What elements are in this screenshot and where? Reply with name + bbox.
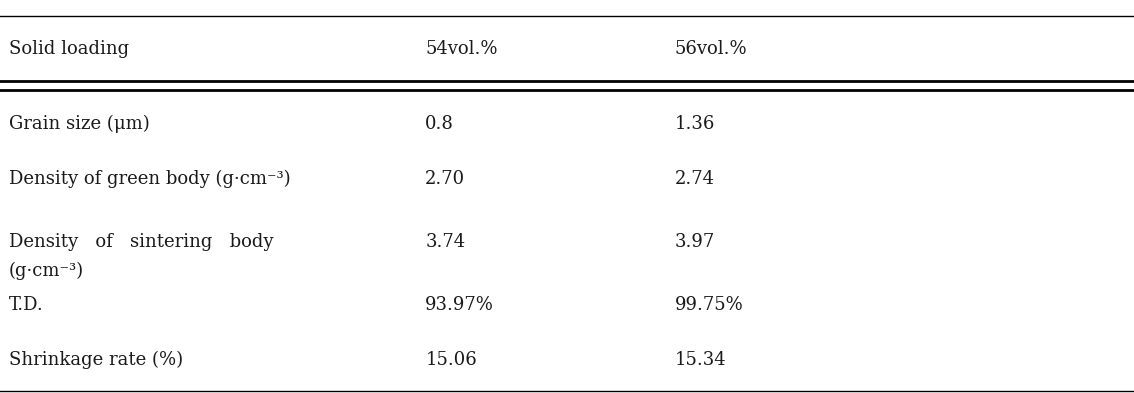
Text: 93.97%: 93.97% [425,296,494,314]
Text: 0.8: 0.8 [425,115,454,133]
Text: Shrinkage rate (%): Shrinkage rate (%) [9,351,184,369]
Text: Solid loading: Solid loading [9,40,129,58]
Text: 15.34: 15.34 [675,351,727,369]
Text: 99.75%: 99.75% [675,296,744,314]
Text: Grain size (μm): Grain size (μm) [9,115,150,133]
Text: 2.70: 2.70 [425,170,465,188]
Text: T.D.: T.D. [9,296,44,314]
Text: (g·cm⁻³): (g·cm⁻³) [9,262,84,280]
Text: Density of green body (g·cm⁻³): Density of green body (g·cm⁻³) [9,170,290,188]
Text: 3.97: 3.97 [675,233,714,251]
Text: 1.36: 1.36 [675,115,716,133]
Text: Density   of   sintering   body: Density of sintering body [9,233,273,251]
Text: 3.74: 3.74 [425,233,465,251]
Text: 15.06: 15.06 [425,351,477,369]
Text: 54vol.%: 54vol.% [425,40,498,58]
Text: 56vol.%: 56vol.% [675,40,747,58]
Text: 2.74: 2.74 [675,170,714,188]
